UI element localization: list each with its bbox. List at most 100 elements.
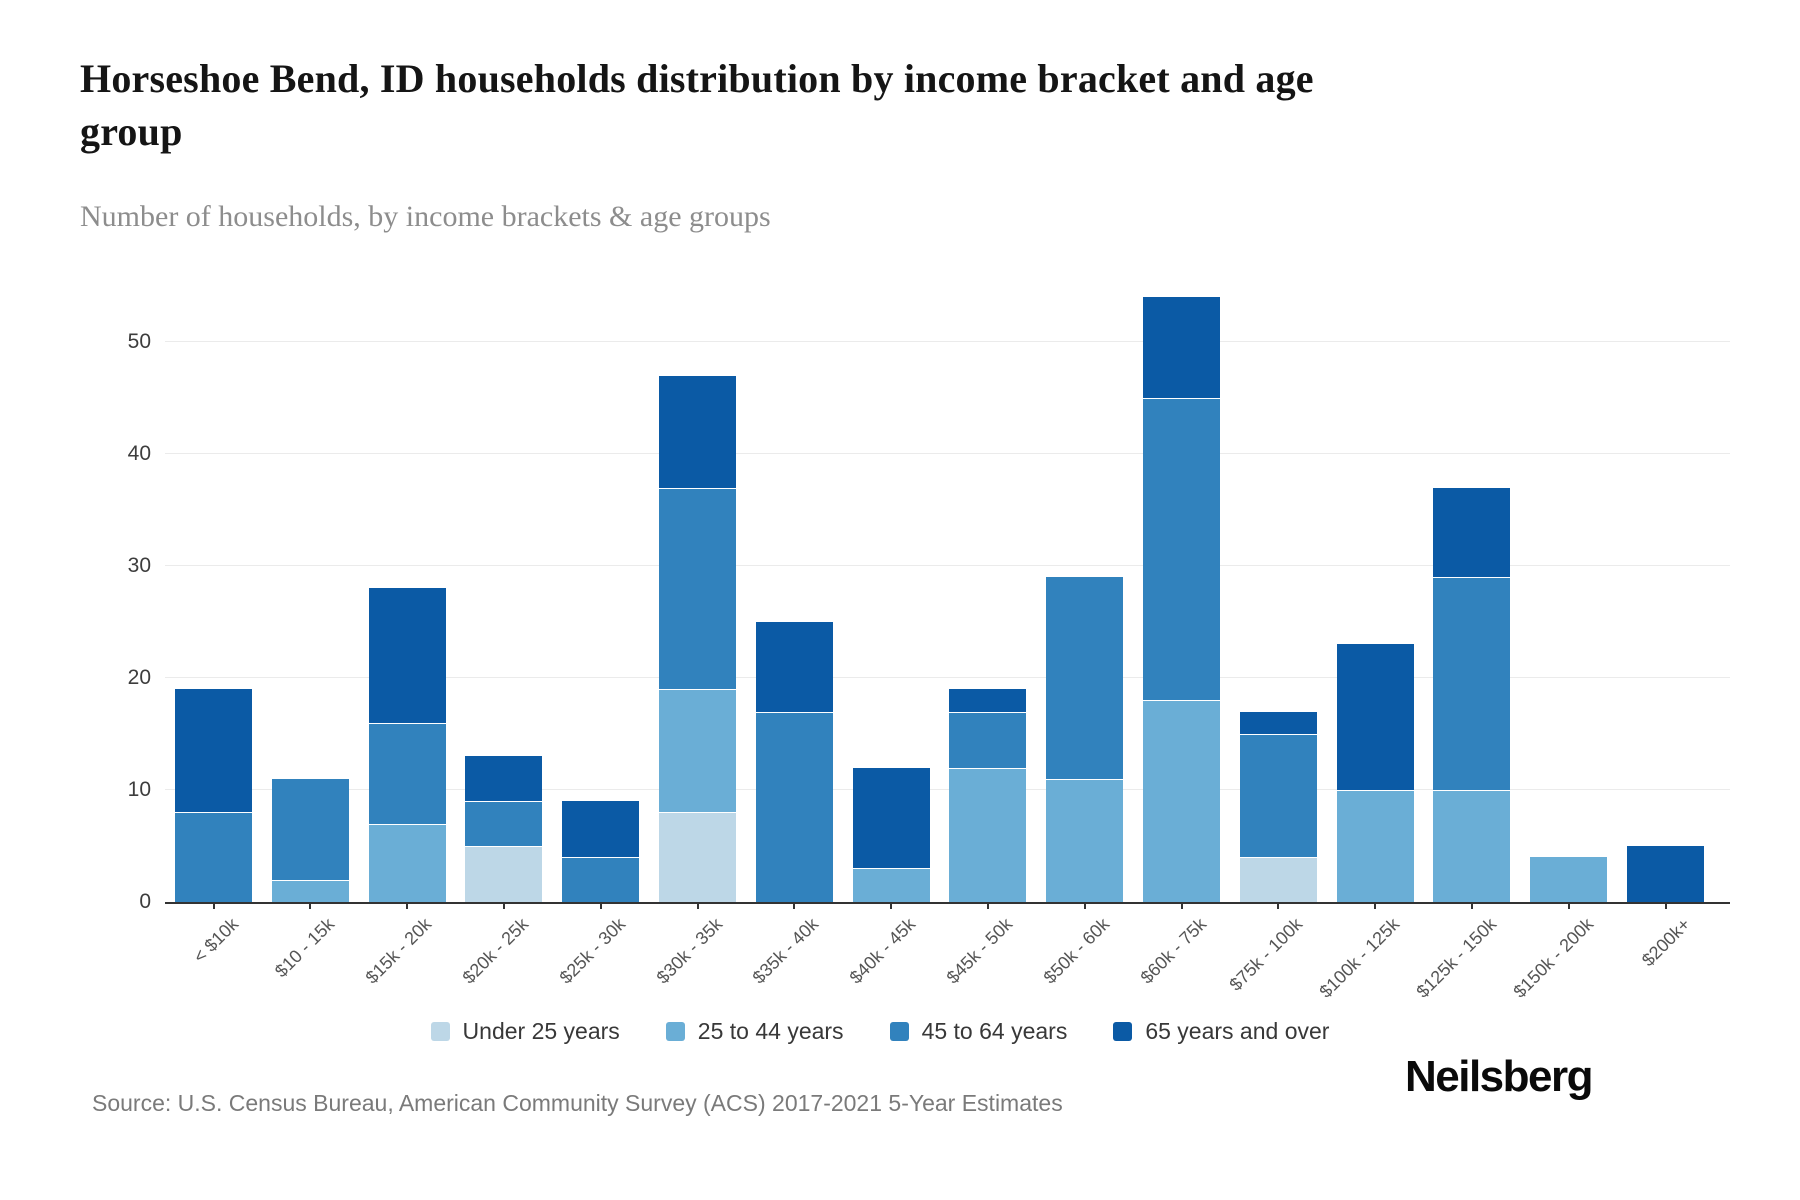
legend: Under 25 years 25 to 44 years 45 to 64 yea… [0,1018,1760,1045]
gridline-50 [165,341,1730,342]
bar-segment[interactable] [755,622,833,712]
legend-label: 45 to 64 years [921,1018,1068,1044]
bar-segment[interactable] [1239,734,1317,858]
chart-subtitle: Number of households, by income brackets… [80,200,771,233]
x-axis-label-text: $15k - 20k [361,914,436,988]
bar-segment[interactable] [1239,857,1317,902]
bar-$25k - 30k [562,801,640,902]
x-axis-label-text: $40k - 45k [845,914,920,988]
x-axis-tick [986,902,989,909]
y-axis-label-20: 20 [127,666,151,689]
bar-segment[interactable] [755,711,833,902]
bar-$35k - 40k [755,622,833,902]
bar-segment[interactable] [368,588,446,723]
x-axis-label-text: $60k - 75k [1136,914,1210,988]
x-axis-tick [309,902,312,909]
x-axis-tick [696,902,699,909]
x-axis-label-text: $35k - 40k [748,914,823,988]
bar-segment[interactable] [368,823,446,902]
bar-$125k - 150k [1433,487,1511,902]
x-axis-tick [1277,902,1280,909]
neilsberg-logo: Neilsberg [1404,1052,1594,1101]
x-axis-tick [406,902,409,909]
bar-$50k - 60k [1046,577,1124,902]
bar-segment[interactable] [271,778,349,880]
legend-label: 25 to 44 years [697,1018,844,1044]
bar-segment[interactable] [1239,711,1317,735]
bar-segment[interactable] [659,487,736,690]
x-axis-label-text: $50k - 60k [1039,914,1113,988]
y-axis-label-30: 30 [127,554,151,577]
bar-$20k - 25k [465,756,543,902]
x-axis-tick [502,902,505,909]
bar-segment[interactable] [465,846,543,902]
bar-segment[interactable] [949,767,1027,902]
bar-$45k - 50k [949,689,1027,902]
bar-segment[interactable] [368,722,446,824]
bar-segment[interactable] [1530,857,1608,902]
bar-segment[interactable] [1143,700,1220,902]
y-axis-label-50: 50 [127,330,151,353]
x-axis-tick [1567,902,1570,909]
x-axis-label-text: < $10k [188,914,242,967]
y-axis-label-0: 0 [139,890,151,913]
bar-segment[interactable] [465,801,543,846]
legend-item-65-years-and-over[interactable]: 65 years and over [1113,1018,1329,1045]
bar-$40k - 45k [852,767,930,902]
bar-segment[interactable] [852,868,930,902]
bar-segment[interactable] [1627,846,1704,902]
x-axis-label-text: $30k - 35k [652,914,726,988]
legend-item-45-to-64-years[interactable]: 45 to 64 years [889,1018,1068,1045]
x-axis-tick [599,902,602,909]
gridline-40 [165,453,1730,454]
x-axis-label-text: $100k - 125k [1315,914,1404,1002]
bar-$60k - 75k [1143,297,1220,902]
bar-segment[interactable] [659,689,736,813]
x-axis-label-text: $10 - 15k [271,914,339,982]
bar-$200k+ [1627,846,1704,902]
bar-segment[interactable] [659,375,736,488]
x-axis-tick [1374,902,1377,909]
legend-item-25-to-44-years[interactable]: 25 to 44 years [665,1018,844,1045]
legend-label: 65 years and over [1145,1018,1330,1044]
legend-item-under-25-years[interactable]: Under 25 years [430,1018,620,1045]
bar-segment[interactable] [1046,577,1124,779]
x-axis-label-text: $150k - 200k [1509,914,1597,1002]
bar-segment[interactable] [175,812,252,902]
legend-swatch [1113,1022,1133,1041]
gridline-10 [165,789,1730,790]
bar-segment[interactable] [1046,778,1124,902]
bar-segment[interactable] [175,689,252,813]
bar-< $10k [175,689,252,902]
bar-segment[interactable] [1433,487,1511,578]
bar-segment[interactable] [949,711,1027,768]
y-axis-label-40: 40 [127,442,151,465]
bar-segment[interactable] [1433,790,1511,902]
x-axis-tick [1180,902,1183,909]
bar-segment[interactable] [949,689,1027,712]
chart-title: Horseshoe Bend, ID households distributi… [80,56,1314,155]
source-note: Source: U.S. Census Bureau, American Com… [92,1090,1063,1116]
bar-segment[interactable] [1433,577,1511,790]
gridline-30 [165,565,1730,566]
bar-segment[interactable] [1336,790,1414,902]
legend-swatch [889,1022,909,1041]
bar-segment[interactable] [1143,398,1220,701]
x-axis-tick [890,902,893,909]
bar-segment[interactable] [562,857,640,902]
bar-segment[interactable] [271,879,349,902]
bar-segment[interactable] [465,756,543,802]
bar-$75k - 100k [1239,711,1317,902]
x-axis-tick [793,902,796,909]
x-axis-tick [1470,902,1473,909]
bar-segment[interactable] [562,801,640,858]
x-axis-label-text: $20k - 25k [458,914,533,988]
bar-segment[interactable] [852,767,930,869]
bar-segment[interactable] [1143,297,1220,399]
x-axis-label-text: $45k - 50k [942,914,1017,988]
x-axis-label-text: $25k - 30k [555,914,629,988]
bar-$30k - 35k [659,375,736,902]
bar-segment[interactable] [659,812,736,902]
bar-segment[interactable] [1336,644,1414,790]
